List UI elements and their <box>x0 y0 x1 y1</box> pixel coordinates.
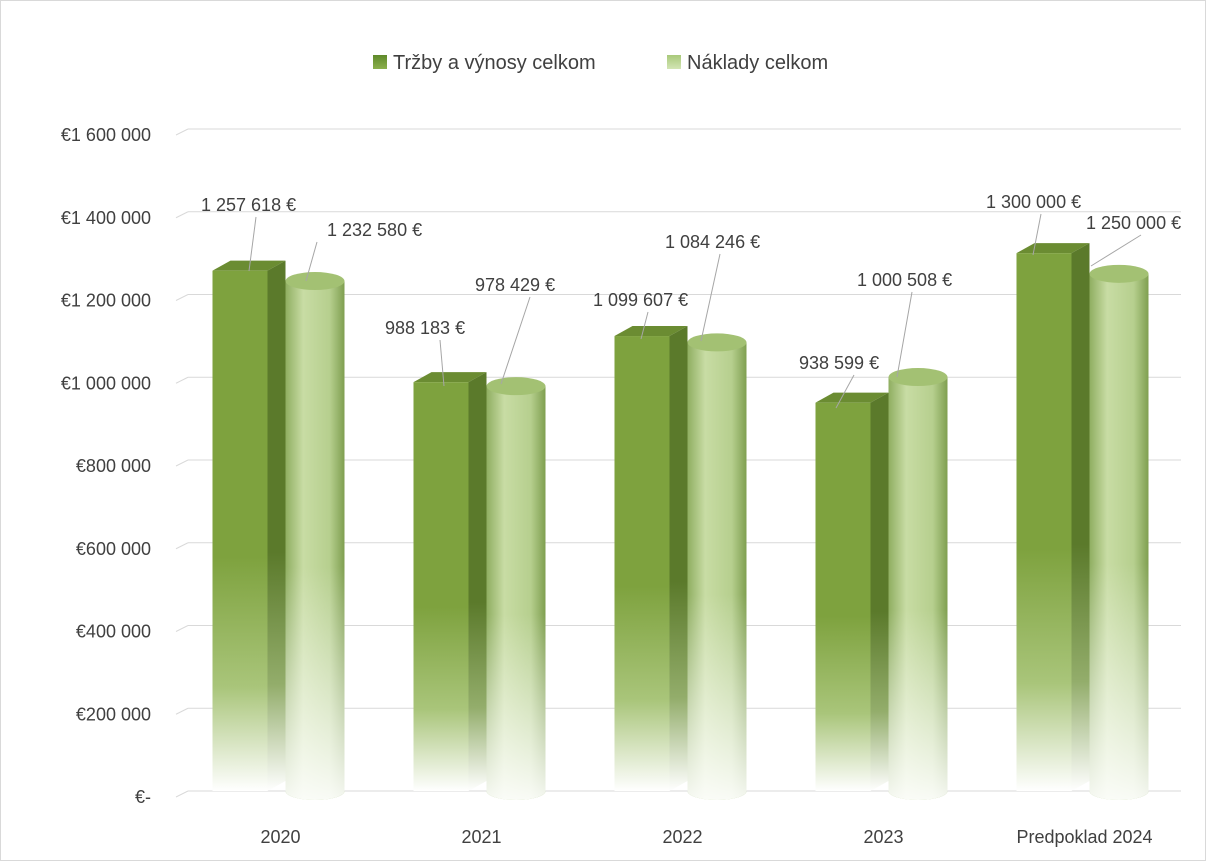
cylinder-fade <box>687 342 747 800</box>
legend: Tržby a výnosy celkom Náklady celkom <box>373 52 828 74</box>
data-label: 1 099 607 € <box>593 290 688 310</box>
gridline-diag <box>175 625 189 632</box>
leader-lines <box>248 213 1142 409</box>
data-label: 1 000 508 € <box>857 270 952 290</box>
bar-side <box>870 392 889 791</box>
x-tick-label: 2021 <box>461 827 501 847</box>
leader-line <box>439 339 445 387</box>
data-label: 938 599 € <box>799 353 879 373</box>
bar-top <box>212 260 286 271</box>
leader-line <box>896 291 913 378</box>
bar-side <box>468 372 487 791</box>
bar-front <box>614 336 670 791</box>
leader-line <box>248 216 257 272</box>
legend-swatch <box>373 55 387 69</box>
cylinder-fade <box>1089 273 1149 800</box>
bar-top <box>614 326 688 337</box>
y-tick-label: €600 000 <box>76 539 151 559</box>
gridline-diag <box>175 128 189 136</box>
leader-line <box>1090 234 1142 267</box>
cylinder-top <box>1089 264 1149 283</box>
data-label: 1 232 580 € <box>327 220 422 240</box>
x-tick-label: Predpoklad 2024 <box>1016 827 1152 847</box>
data-label: 1 250 000 € <box>1086 213 1181 233</box>
leader-line <box>835 374 855 409</box>
bar-front <box>815 402 871 791</box>
y-tick-label: €1 200 000 <box>61 291 151 311</box>
y-axis: €- €200 000 €400 000 €600 000 €800 000 €1 000… <box>61 125 151 807</box>
legend-label: Náklady celkom <box>687 52 828 74</box>
bar-Predpoklad 2024-series-1 <box>1016 243 1090 791</box>
gridline-diag <box>175 211 189 219</box>
legend-item-series-1: Tržby a výnosy celkom <box>373 52 596 74</box>
gridline-diag <box>175 459 189 467</box>
bar-2022-series-2 <box>687 333 747 800</box>
data-label: 988 183 € <box>385 318 465 338</box>
legend-swatch <box>667 55 681 69</box>
bar-2021-series-1 <box>413 372 487 791</box>
bar-front <box>413 382 469 791</box>
cylinder-fade <box>888 377 948 800</box>
x-tick-label: 2023 <box>863 827 903 847</box>
data-label: 978 429 € <box>475 275 555 295</box>
y-tick-label: €1 400 000 <box>61 208 151 228</box>
x-tick-label: 2022 <box>662 827 702 847</box>
cylinder-top <box>687 333 747 352</box>
y-tick-label: €200 000 <box>76 704 151 724</box>
cylinder-top <box>888 368 948 387</box>
bar-2023-series-2 <box>888 368 948 800</box>
data-labels: 1 257 618 € 988 183 € 1 099 607 € 938 599 €… <box>201 192 1181 373</box>
leader-line <box>700 253 721 342</box>
x-tick-label: 2020 <box>260 827 300 847</box>
bar-2020-series-1 <box>212 260 286 792</box>
y-tick-label: €1 000 000 <box>61 373 151 393</box>
cylinder-top <box>486 377 546 396</box>
bar-2022-series-1 <box>614 326 688 791</box>
y-tick-label: €800 000 <box>76 456 151 476</box>
bar-Predpoklad 2024-series-2 <box>1089 264 1149 800</box>
y-tick-label: €1 600 000 <box>61 125 151 145</box>
bar-front <box>1016 253 1072 791</box>
y-tick-label: €- <box>135 787 151 807</box>
legend-item-series-2: Náklady celkom <box>667 52 828 74</box>
gridline-diag <box>175 294 189 301</box>
bar-top <box>815 392 889 403</box>
leader-line <box>1032 213 1042 256</box>
data-label: 1 084 246 € <box>665 232 760 252</box>
x-axis: 2020 2021 2022 2023 Predpoklad 2024 <box>260 827 1152 847</box>
bar-2021-series-2 <box>486 377 546 800</box>
bars <box>212 243 1149 800</box>
leader-line <box>640 311 649 340</box>
cylinder-fade <box>486 386 546 800</box>
bar-2020-series-2 <box>285 272 345 800</box>
leader-line <box>500 296 531 385</box>
data-label: 1 300 000 € <box>986 192 1081 212</box>
bar-top <box>413 372 487 383</box>
bar-2023-series-1 <box>815 392 889 791</box>
gridline-diag <box>175 707 189 715</box>
legend-label: Tržby a výnosy celkom <box>393 52 596 74</box>
gridline-diag <box>175 790 189 798</box>
cylinder-fade <box>285 281 345 800</box>
cylinder-top <box>285 272 345 291</box>
gridline-diag <box>175 542 189 550</box>
bar-side <box>267 260 286 792</box>
bar-side <box>669 326 688 791</box>
y-tick-label: €400 000 <box>76 622 151 642</box>
leader-line <box>305 241 318 282</box>
bar-front <box>212 270 268 792</box>
gridline-diag <box>175 376 189 384</box>
data-label: 1 257 618 € <box>201 195 296 215</box>
bar-side <box>1071 243 1090 791</box>
